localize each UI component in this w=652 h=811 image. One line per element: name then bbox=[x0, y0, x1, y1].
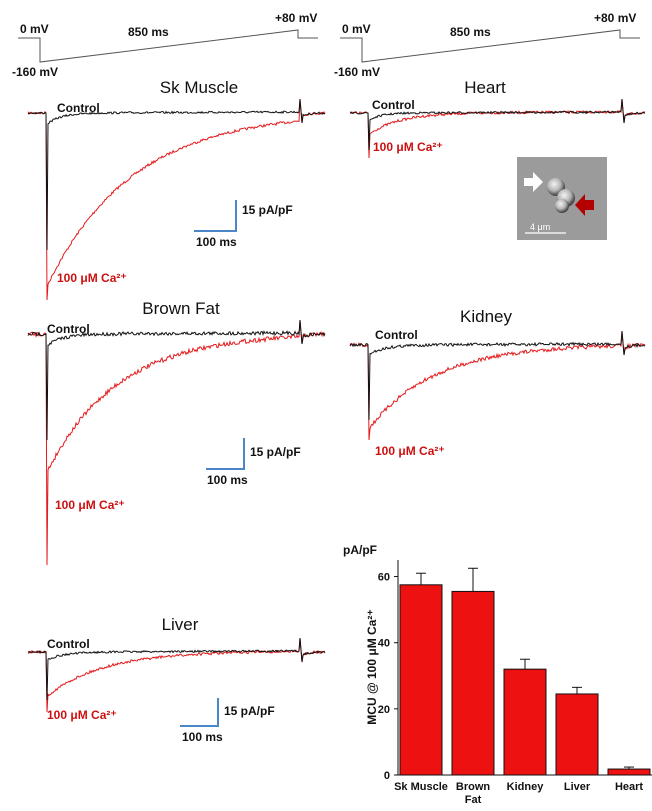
x-tick-label: Brown bbox=[456, 781, 491, 793]
x-tick-label: Heart bbox=[615, 781, 643, 793]
current-traces bbox=[27, 98, 646, 713]
y-tick-label: 0 bbox=[384, 770, 390, 782]
scale-bar-y-label: 15 pA/pF bbox=[242, 203, 293, 217]
protocol-trace bbox=[340, 29, 640, 63]
control-trace bbox=[27, 98, 326, 251]
bar bbox=[451, 590, 495, 776]
panel-title-kidney: Kidney bbox=[460, 307, 512, 326]
bar-chart: pA/pF MCU @ 100 μM Ca²⁺ 0 20 40 60 Sk Muscl… bbox=[343, 543, 652, 806]
trace-panel-kidney bbox=[349, 330, 646, 441]
trace-panel-heart bbox=[349, 98, 646, 159]
scale-bar-liver: 15 pA/pF 100 ms bbox=[180, 698, 275, 744]
bars bbox=[399, 567, 651, 776]
control-label-liver: Control bbox=[47, 637, 90, 651]
control-label-kidney: Control bbox=[375, 328, 418, 342]
panel-title-brown-fat: Brown Fat bbox=[142, 299, 220, 318]
protocol-hold-label: -160 mV bbox=[334, 65, 380, 79]
y-tick-label: 60 bbox=[378, 572, 390, 584]
voltage-protocol-left: 0 mV 850 ms +80 mV -160 mV bbox=[12, 11, 318, 79]
protocol-duration-label: 850 ms bbox=[450, 25, 491, 39]
calcium-trace bbox=[27, 319, 326, 566]
calcium-label-heart: 100 μM Ca²⁺ bbox=[373, 140, 443, 154]
scale-bar-x-label: 100 ms bbox=[196, 235, 237, 249]
micrograph-scale-label: 4 μm bbox=[530, 222, 550, 232]
control-trace bbox=[349, 98, 645, 151]
scale-bar-lines bbox=[206, 438, 245, 470]
panel-title-heart: Heart bbox=[464, 78, 506, 97]
red-arrow-icon bbox=[575, 194, 594, 216]
scale-bar-y-label: 15 pA/pF bbox=[224, 704, 275, 718]
protocol-duration-label: 850 ms bbox=[128, 25, 169, 39]
bar bbox=[607, 768, 651, 776]
y-tick-label: 40 bbox=[378, 638, 390, 650]
calcium-label-liver: 100 μM Ca²⁺ bbox=[47, 708, 117, 722]
scale-bar-lines bbox=[194, 200, 237, 232]
scale-bar-lines bbox=[180, 698, 219, 727]
chart-unit-label: pA/pF bbox=[343, 543, 377, 557]
protocol-start-label: 0 mV bbox=[20, 22, 49, 36]
calcium-label-kidney: 100 μM Ca²⁺ bbox=[375, 444, 445, 458]
protocol-end-label: +80 mV bbox=[594, 11, 636, 25]
scale-bar-brown-fat: 15 pA/pF 100 ms bbox=[206, 438, 301, 487]
x-tick-label: Liver bbox=[564, 781, 591, 793]
control-trace bbox=[349, 330, 646, 421]
bar bbox=[503, 668, 547, 776]
x-tick-label: Fat bbox=[465, 794, 482, 806]
scale-bar-y-label: 15 pA/pF bbox=[250, 445, 301, 459]
bar bbox=[555, 693, 599, 776]
calcium-label-brown-fat: 100 μM Ca²⁺ bbox=[55, 498, 125, 512]
trace-panel-sk-muscle bbox=[27, 98, 326, 301]
x-tick-label: Sk Muscle bbox=[394, 781, 448, 793]
control-label-brown-fat: Control bbox=[47, 322, 90, 336]
trace-panel-brown-fat bbox=[27, 319, 326, 566]
scale-bar-x-label: 100 ms bbox=[182, 730, 223, 744]
voltage-protocol-right: 0 mV 850 ms +80 mV -160 mV bbox=[334, 11, 640, 79]
protocol-hold-label: -160 mV bbox=[12, 65, 58, 79]
micrograph-inset: 4 μm bbox=[517, 157, 607, 240]
panel-title-liver: Liver bbox=[162, 615, 199, 634]
calcium-label-sk-muscle: 100 μM Ca²⁺ bbox=[57, 271, 127, 285]
trace-panel-liver bbox=[27, 637, 326, 713]
panel-title-sk-muscle: Sk Muscle bbox=[160, 78, 238, 97]
y-tick-label: 20 bbox=[378, 704, 390, 716]
calcium-trace bbox=[349, 98, 646, 159]
calcium-trace bbox=[28, 637, 326, 713]
chart-y-axis-label: MCU @ 100 μM Ca²⁺ bbox=[365, 609, 379, 724]
control-label-sk-muscle: Control bbox=[57, 101, 100, 115]
protocol-start-label: 0 mV bbox=[342, 22, 371, 36]
protocol-end-label: +80 mV bbox=[275, 11, 317, 25]
white-arrow-icon bbox=[524, 172, 543, 192]
protocol-trace bbox=[18, 29, 318, 63]
y-ticks: 0 20 40 60 bbox=[378, 572, 398, 782]
calcium-trace bbox=[27, 98, 326, 301]
control-trace bbox=[27, 637, 326, 701]
control-label-heart: Control bbox=[372, 98, 415, 112]
control-trace bbox=[27, 319, 326, 441]
calcium-trace bbox=[349, 330, 646, 441]
scale-bar-x-label: 100 ms bbox=[207, 473, 248, 487]
x-tick-label: Kidney bbox=[507, 781, 545, 793]
bar bbox=[399, 584, 443, 776]
mitoplast-cell bbox=[555, 199, 569, 213]
scale-bar-sk-muscle: 15 pA/pF 100 ms bbox=[194, 200, 293, 249]
